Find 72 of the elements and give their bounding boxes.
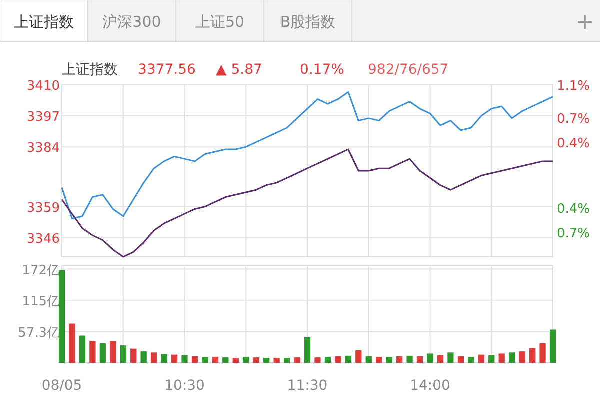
y2-tick-label: 0.4%: [557, 202, 590, 217]
bar: [69, 324, 76, 363]
text: 982/76/657: [368, 62, 449, 78]
bar: [110, 341, 116, 363]
bar: [540, 343, 546, 363]
bar: [202, 357, 208, 363]
bar: [314, 358, 321, 363]
x-tick-label: 11:30: [287, 378, 328, 394]
y2-tick-label: 0.7%: [557, 112, 590, 127]
bar: [396, 356, 403, 363]
y-tick-label: 3410: [26, 79, 60, 94]
bar: [345, 356, 352, 363]
bar: [130, 348, 137, 363]
x-tick-label: 14:00: [410, 378, 450, 394]
bar: [376, 357, 382, 363]
y2-tick-label: 1.1%: [557, 79, 590, 94]
y-tick-label: 172亿: [22, 263, 60, 278]
bar: [294, 358, 300, 363]
bar: [488, 355, 495, 363]
bar: [284, 358, 290, 363]
bar: [150, 352, 158, 363]
bar: [335, 356, 342, 363]
bar: [519, 352, 526, 363]
bar: [529, 348, 536, 363]
bar: [253, 358, 260, 363]
bar: [478, 354, 484, 363]
bar: [406, 356, 413, 363]
y-tick-label: 57.3亿: [18, 326, 60, 341]
bar: [356, 350, 362, 363]
bar: [58, 270, 66, 363]
bar: [161, 354, 168, 363]
y-tick-label: 3346: [26, 232, 60, 247]
bar: [509, 352, 516, 363]
bar: [498, 354, 505, 363]
text: ▲ 5.87: [216, 62, 262, 78]
bar: [243, 357, 250, 363]
bar: [192, 356, 198, 363]
bar: [437, 355, 444, 363]
bar: [182, 355, 188, 363]
bar: [120, 346, 126, 363]
x-tick-label: 10:30: [164, 378, 205, 394]
chart-title: 上证指数: [62, 62, 118, 78]
y-tick-label: 3359: [26, 200, 60, 216]
y-tick-label: 115亿: [22, 294, 60, 310]
x-tick-label: 08/05: [42, 378, 82, 394]
bar: [458, 356, 464, 363]
bar: [140, 352, 147, 363]
y-tick-label: 3397: [26, 110, 60, 126]
text: 0.17%: [300, 62, 344, 78]
header: 上证指数 沪深300 上证50 B股指数 +: [0, 0, 600, 42]
bar: [264, 358, 270, 363]
y-tick-label: 3384: [26, 141, 60, 156]
bar: [366, 356, 372, 363]
bar: [100, 343, 106, 363]
bar: [222, 358, 229, 363]
bar: [212, 357, 219, 363]
bar: [324, 357, 332, 363]
bar: [468, 357, 474, 363]
bar: [90, 341, 96, 363]
bar: [550, 330, 556, 363]
bar: [386, 357, 392, 363]
y2-tick-label: 0.4%: [557, 136, 590, 152]
bar: [274, 358, 280, 363]
text: 3377.56: [138, 62, 196, 78]
bar: [171, 354, 178, 363]
y2-tick-label: 0.7%: [557, 226, 590, 242]
bar: [416, 356, 424, 363]
bar: [448, 352, 454, 363]
bar: [427, 354, 434, 363]
bar: [232, 358, 239, 363]
bar: [304, 337, 311, 363]
bar: [79, 336, 86, 363]
